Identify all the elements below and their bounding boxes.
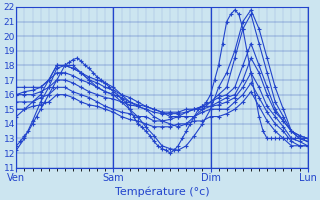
X-axis label: Température (°c): Température (°c) <box>115 186 209 197</box>
